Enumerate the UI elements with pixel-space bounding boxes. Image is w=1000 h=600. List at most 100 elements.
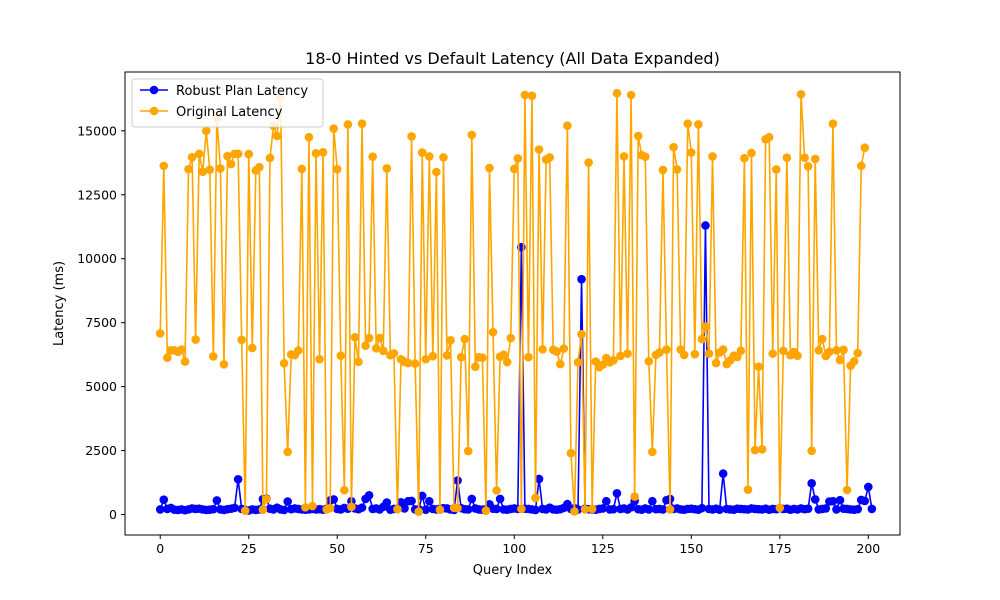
data-point-0-64 xyxy=(382,498,392,507)
data-point-0-16 xyxy=(212,496,222,505)
data-point-1-86 xyxy=(460,334,470,344)
data-point-1-116 xyxy=(566,448,576,458)
data-point-1-23 xyxy=(237,335,246,345)
data-point-1-117 xyxy=(570,507,579,516)
data-point-0-159 xyxy=(718,469,728,478)
data-point-1-153 xyxy=(697,334,707,344)
data-point-1-53 xyxy=(343,120,353,129)
data-point-1-113 xyxy=(556,359,565,369)
data-point-1-155 xyxy=(704,349,714,358)
data-point-1-61 xyxy=(371,343,381,353)
data-point-1-146 xyxy=(672,165,682,174)
data-point-1-185 xyxy=(810,154,820,164)
data-point-0-35 xyxy=(279,505,289,515)
data-point-0-183 xyxy=(803,504,813,513)
legend-label-original: Original Latency xyxy=(176,105,283,120)
data-point-0-36 xyxy=(283,497,292,506)
data-point-0-87 xyxy=(463,505,473,514)
data-point-1-13 xyxy=(201,126,211,136)
y-tick-label: 0 xyxy=(109,507,117,522)
data-point-1-142 xyxy=(658,165,668,175)
data-point-1-100 xyxy=(509,164,519,174)
data-point-0-188 xyxy=(821,504,831,513)
data-point-1-151 xyxy=(690,349,700,359)
data-point-1-84 xyxy=(453,503,462,513)
data-point-0-15 xyxy=(209,504,218,514)
data-point-1-2 xyxy=(163,353,172,363)
plot-frame xyxy=(125,72,900,535)
data-point-1-125 xyxy=(598,360,608,369)
data-point-1-167 xyxy=(747,148,756,158)
data-point-1-60 xyxy=(368,152,377,161)
data-point-1-105 xyxy=(527,91,537,101)
data-point-1-198 xyxy=(856,161,866,171)
plot-area xyxy=(124,71,901,536)
data-point-1-149 xyxy=(683,119,693,128)
data-point-0-200 xyxy=(864,482,873,492)
data-point-1-93 xyxy=(485,163,494,173)
data-point-1-94 xyxy=(488,327,498,337)
data-point-1-193 xyxy=(839,345,848,355)
data-point-1-194 xyxy=(842,485,852,495)
data-point-1-49 xyxy=(329,124,339,133)
data-point-1-15 xyxy=(209,352,218,361)
data-point-1-130 xyxy=(616,351,625,361)
data-point-1-110 xyxy=(545,153,554,162)
data-point-1-134 xyxy=(630,492,639,501)
legend-label-robust: Robust Plan Latency xyxy=(176,84,308,99)
data-point-1-74 xyxy=(417,148,427,157)
data-point-1-56 xyxy=(354,357,363,367)
legend-box xyxy=(131,78,324,128)
data-point-1-51 xyxy=(336,351,346,360)
data-point-1-152 xyxy=(694,120,703,129)
data-point-0-59 xyxy=(364,491,374,500)
data-point-1-20 xyxy=(226,159,236,169)
data-point-1-166 xyxy=(743,485,753,495)
data-point-1-154 xyxy=(701,322,710,331)
data-point-1-73 xyxy=(414,507,423,517)
data-point-1-173 xyxy=(768,349,778,358)
data-point-1-24 xyxy=(240,506,250,515)
data-point-1-11 xyxy=(194,149,204,159)
y-tick-label: 12500 xyxy=(77,187,117,202)
data-point-0-0 xyxy=(155,505,165,514)
x-tick-label: 200 xyxy=(856,541,880,556)
data-point-1-70 xyxy=(403,358,413,368)
data-point-0-96 xyxy=(495,494,505,504)
data-point-1-99 xyxy=(506,333,516,343)
data-point-1-35 xyxy=(279,359,289,368)
data-point-1-133 xyxy=(626,90,636,100)
y-tick-label: 10000 xyxy=(77,251,117,266)
data-point-1-18 xyxy=(219,360,229,369)
data-point-1-128 xyxy=(609,355,618,365)
data-point-1-58 xyxy=(361,341,370,351)
data-point-1-182 xyxy=(800,153,809,162)
data-point-1-156 xyxy=(708,152,717,161)
data-point-1-186 xyxy=(814,346,824,355)
y-tick-label: 5000 xyxy=(85,379,117,394)
data-point-1-42 xyxy=(304,132,314,142)
data-point-1-30 xyxy=(262,494,271,504)
data-point-1-55 xyxy=(350,332,360,342)
data-point-1-66 xyxy=(389,349,399,358)
data-point-1-102 xyxy=(517,504,526,514)
data-point-1-10 xyxy=(191,335,200,344)
data-point-1-101 xyxy=(513,154,523,163)
data-point-1-131 xyxy=(619,152,629,161)
x-tick-label: 75 xyxy=(418,541,434,556)
data-point-1-48 xyxy=(325,503,335,513)
data-point-1-72 xyxy=(410,359,420,368)
data-point-0-191 xyxy=(832,505,841,514)
y-tick-label: 15000 xyxy=(77,123,117,138)
data-point-1-139 xyxy=(648,447,657,457)
data-point-1-119 xyxy=(577,329,586,339)
data-point-1-159 xyxy=(718,345,728,354)
data-point-1-106 xyxy=(531,493,540,503)
data-point-1-44 xyxy=(311,149,321,158)
data-point-1-59 xyxy=(364,333,374,343)
data-point-1-165 xyxy=(740,153,749,163)
data-point-1-157 xyxy=(711,358,721,368)
data-point-1-85 xyxy=(456,352,466,362)
data-point-1-45 xyxy=(315,354,324,364)
data-point-1-150 xyxy=(686,148,696,157)
